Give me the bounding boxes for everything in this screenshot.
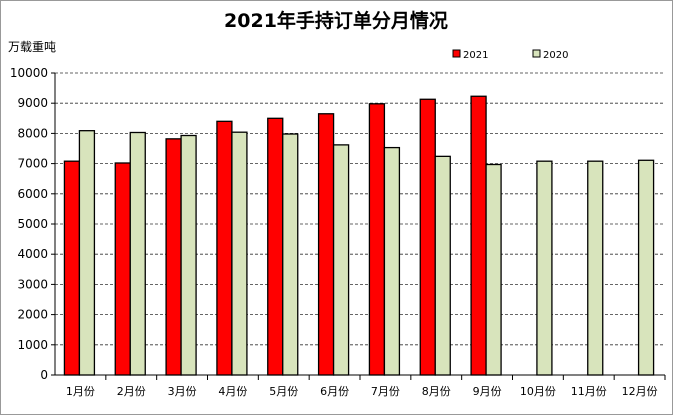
bar-2021	[165, 138, 182, 376]
bar-2021	[317, 113, 335, 376]
x-tick-label: 9月份	[473, 385, 502, 398]
y-tick-label: 6000	[17, 187, 48, 201]
y-tick-label: 9000	[17, 96, 48, 110]
x-tick-label: 11月份	[571, 385, 607, 398]
bar-2021	[368, 103, 386, 376]
bar-2020	[536, 160, 553, 376]
x-tick-label: 8月份	[422, 385, 451, 398]
bar-2021	[267, 117, 284, 376]
x-tick-label: 12月份	[622, 385, 658, 398]
chart-title: 2021年手持订单分月情况	[224, 9, 448, 32]
bar-2021	[216, 120, 233, 376]
bar-2020	[78, 130, 96, 376]
bar-2020	[434, 155, 451, 376]
x-tick-label: 7月份	[371, 385, 400, 398]
y-axis-label: 万载重吨	[8, 40, 56, 54]
bar-2021	[63, 160, 81, 376]
x-tick-label: 10月份	[520, 385, 556, 398]
bar-2020	[332, 144, 350, 376]
bar-2020	[231, 131, 248, 376]
legend-swatch-2020	[532, 49, 541, 58]
y-tick-label: 7000	[17, 157, 48, 171]
bar-2020	[587, 160, 604, 376]
x-tick-label: 2月份	[117, 385, 146, 398]
legend-label-2020: 2020	[543, 50, 568, 61]
y-tick-label: 2000	[17, 308, 48, 322]
y-tick-label: 3000	[17, 277, 48, 291]
y-tick-label: 10000	[10, 66, 48, 80]
x-tick-label: 1月份	[66, 385, 95, 398]
bar-2020	[637, 159, 655, 376]
bar-2021	[419, 98, 436, 376]
legend-label-2021: 2021	[463, 50, 488, 61]
y-tick-label: 4000	[17, 247, 48, 261]
bar-2020	[282, 133, 299, 376]
y-tick-label: 1000	[17, 338, 48, 352]
y-tick-label: 0	[40, 368, 48, 382]
x-tick-label: 3月份	[168, 385, 197, 398]
legend-swatch-2021	[452, 49, 461, 58]
y-tick-label: 8000	[17, 126, 48, 140]
y-tick-label: 5000	[17, 217, 48, 231]
bar-2021	[114, 162, 131, 376]
bar-2020	[180, 134, 197, 376]
x-tick-label: 5月份	[269, 385, 298, 398]
bar-2020	[383, 146, 401, 376]
bar-2020	[129, 131, 146, 376]
bar-2020	[485, 163, 502, 376]
bar-2021	[470, 95, 487, 376]
x-tick-label: 6月份	[320, 385, 349, 398]
x-tick-label: 4月份	[218, 385, 247, 398]
